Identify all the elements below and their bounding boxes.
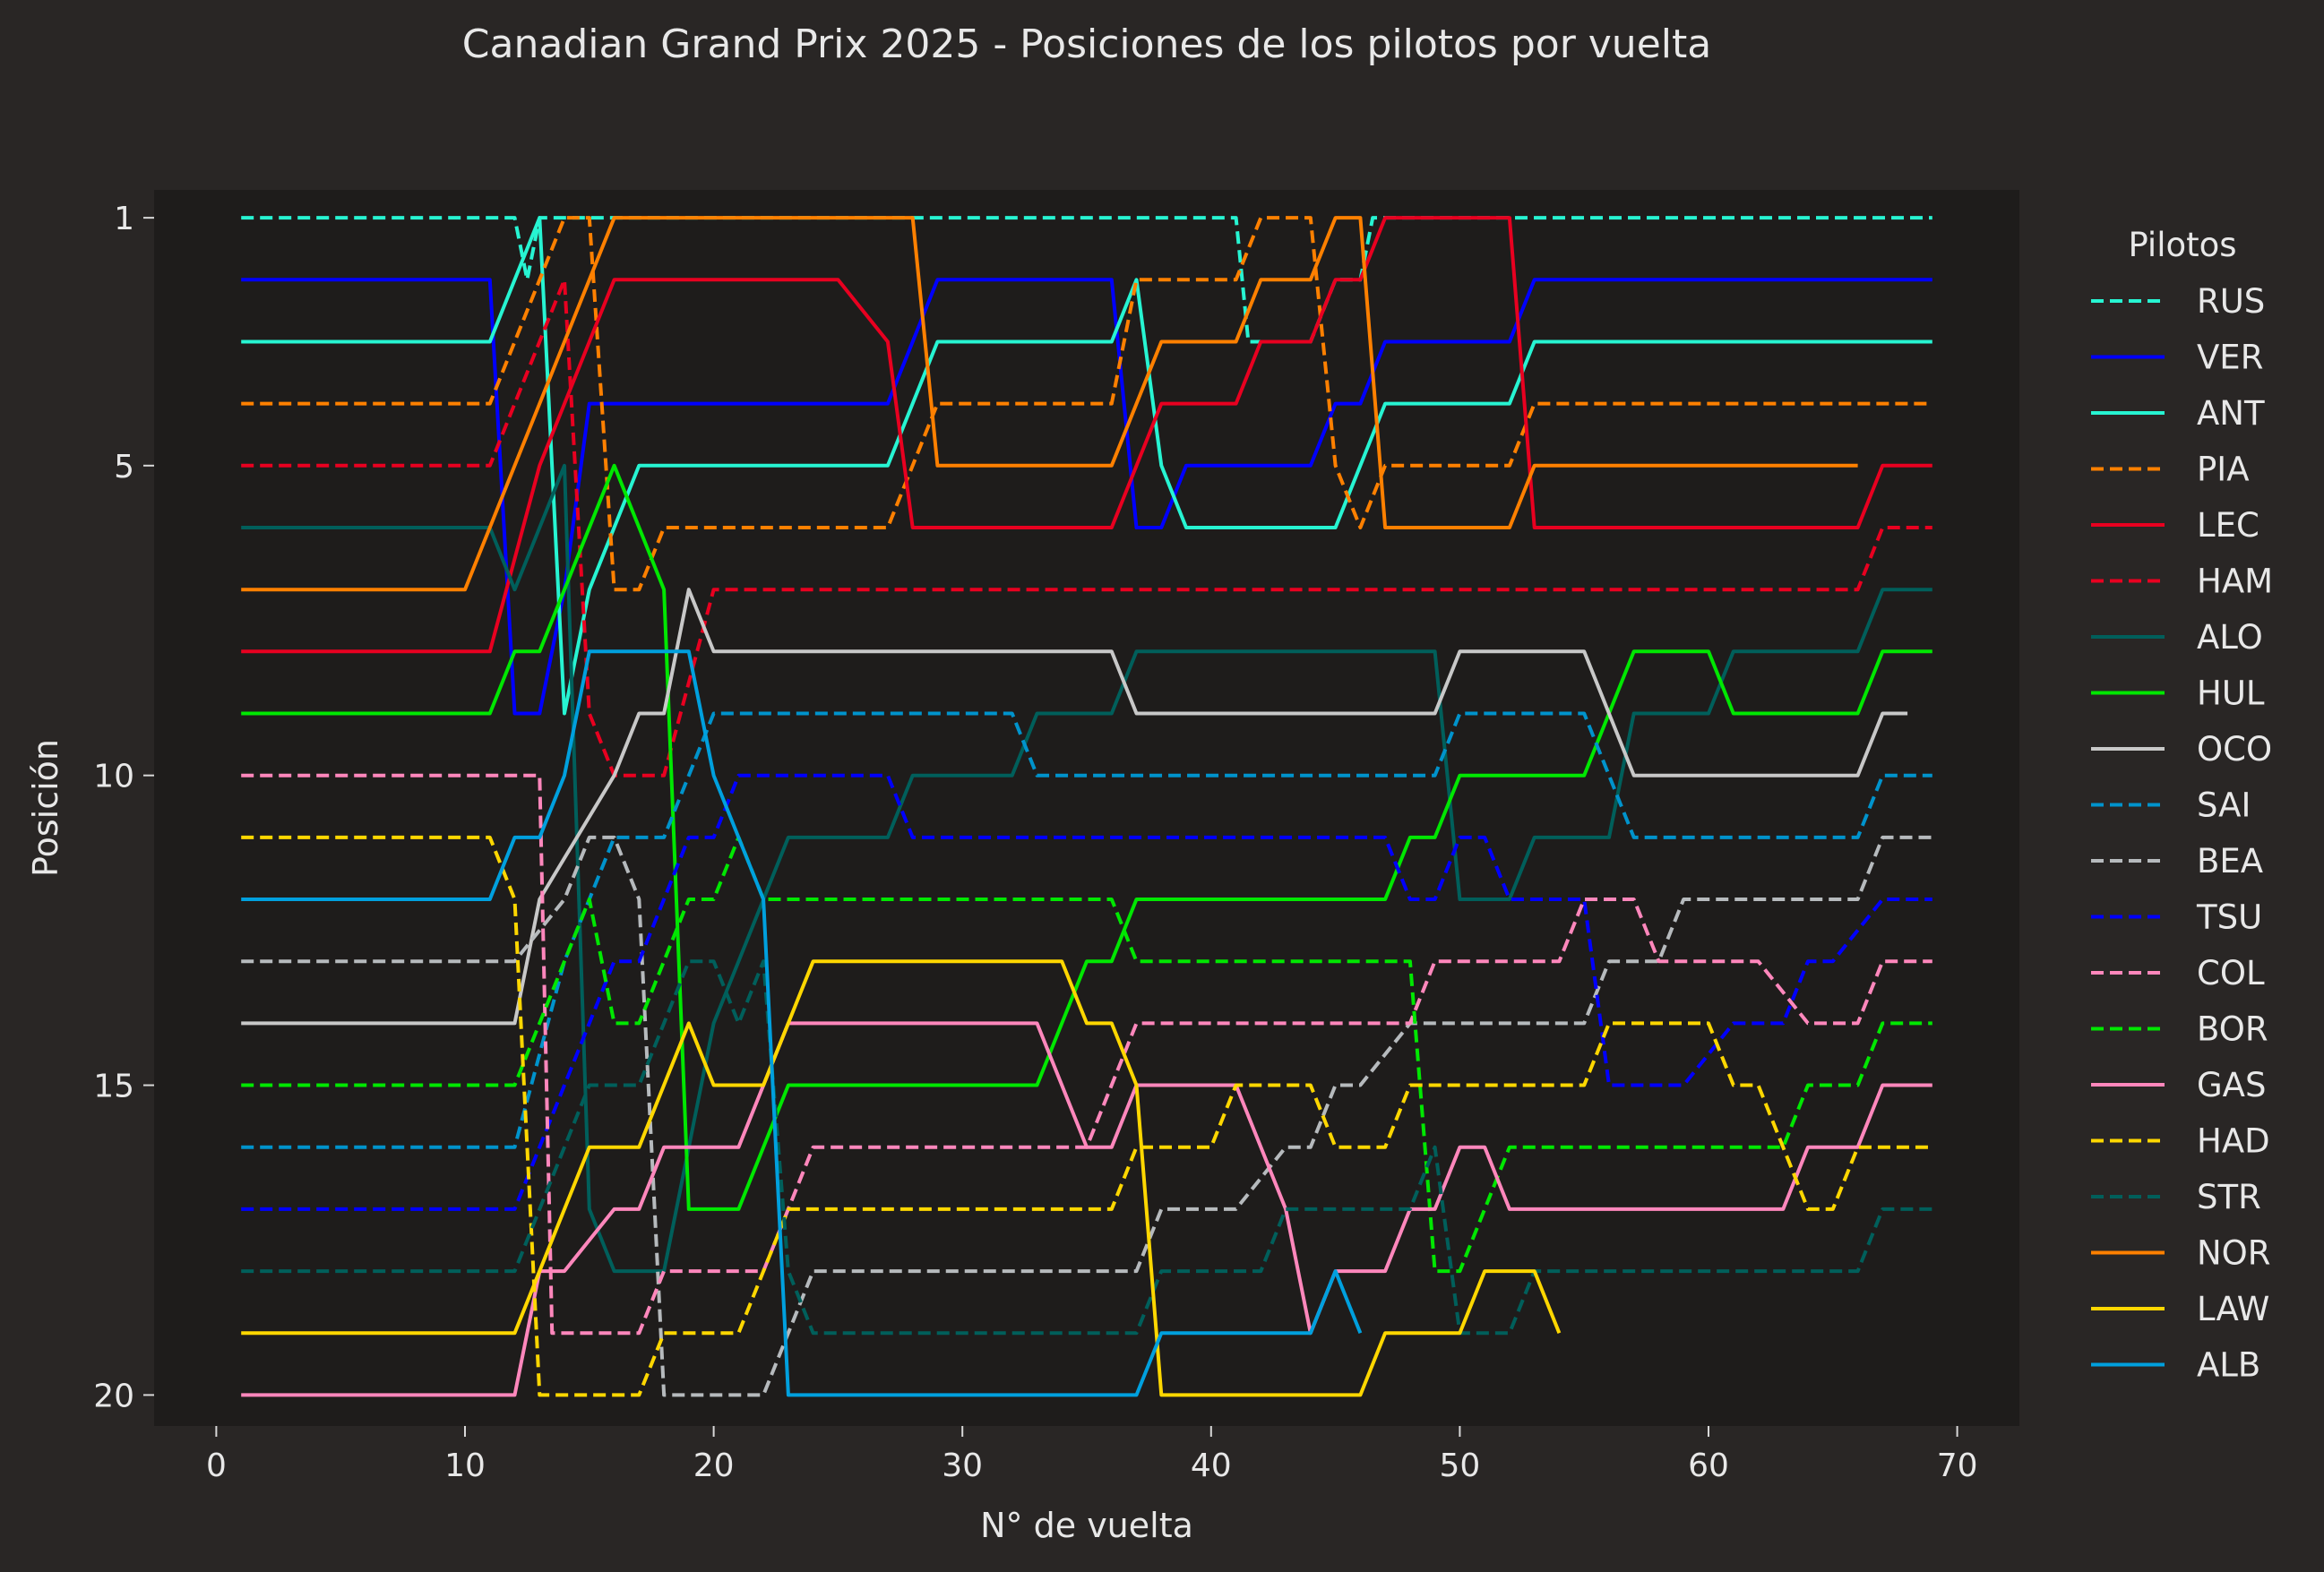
x-tick-label: 0 [206, 1447, 227, 1484]
legend-label-ham: HAM [2197, 563, 2273, 601]
legend-label-bor: BOR [2197, 1010, 2268, 1049]
legend-items: RUS VER ANT PIA LEC HAM ALO HUL OCO SAI BEA TSU COL B… [2091, 282, 2273, 1385]
series-lines [241, 216, 1932, 1397]
x-tick-label: 70 [1937, 1447, 1978, 1484]
series-line-gas [241, 1021, 1932, 1397]
series-line-str [241, 959, 1932, 1336]
series-line-oco [241, 588, 1908, 1026]
legend-label-lec: LEC [2197, 506, 2259, 545]
x-tick-label: 20 [693, 1447, 735, 1484]
y-tick-label: 15 [93, 1069, 134, 1105]
legend-label-nor: NOR [2197, 1234, 2271, 1273]
legend-label-gas: GAS [2197, 1066, 2266, 1104]
y-tick-label: 10 [93, 759, 134, 795]
legend-label-col: COL [2197, 954, 2265, 992]
y-tick-label: 20 [93, 1378, 134, 1414]
legend-label-rus: RUS [2197, 282, 2265, 321]
series-line-bor [241, 835, 1932, 1274]
legend-title: Pilotos [2128, 226, 2236, 264]
legend-label-oco: OCO [2197, 730, 2272, 769]
x-tick-label: 40 [1191, 1447, 1232, 1484]
x-tick-label: 10 [444, 1447, 486, 1484]
plot-area [154, 190, 2019, 1426]
series-line-tsu [241, 773, 1932, 1211]
y-axis-label: Posición [26, 739, 65, 877]
x-tick-label: 30 [942, 1447, 983, 1484]
series-line-hul [241, 463, 1932, 1211]
series-line-ver [241, 278, 1932, 716]
legend-label-str: STR [2197, 1178, 2261, 1216]
chart-title: Canadian Grand Prix 2025 - Posiciones de… [462, 21, 1711, 67]
x-tick-label: 50 [1439, 1447, 1480, 1484]
legend: Pilotos RUS VER ANT PIA LEC HAM ALO HUL OCO SAI BE… [2091, 226, 2273, 1385]
legend-label-law: LAW [2197, 1290, 2269, 1328]
x-axis-label: N° de vuelta [980, 1506, 1193, 1545]
legend-label-ant: ANT [2197, 394, 2265, 433]
x-tick-label: 60 [1688, 1447, 1729, 1484]
series-line-pia [241, 216, 1932, 592]
legend-label-hul: HUL [2197, 674, 2265, 713]
legend-label-alo: ALO [2197, 618, 2263, 657]
series-line-bea [241, 835, 1932, 1397]
legend-label-ver: VER [2197, 339, 2263, 377]
legend-label-had: HAD [2197, 1122, 2270, 1161]
series-line-law [241, 959, 1562, 1397]
series-line-had [241, 835, 1932, 1397]
legend-label-pia: PIA [2197, 451, 2250, 489]
legend-label-alb: ALB [2197, 1346, 2260, 1385]
legend-label-tsu: TSU [2196, 898, 2262, 937]
series-line-alb [241, 649, 1363, 1397]
series-line-ant [241, 216, 1932, 716]
y-tick-label: 1 [114, 201, 134, 237]
legend-label-sai: SAI [2197, 786, 2251, 825]
legend-label-bea: BEA [2197, 842, 2263, 880]
y-tick-label: 5 [114, 449, 134, 485]
series-line-nor [241, 216, 1858, 592]
series-line-col [241, 773, 1932, 1336]
